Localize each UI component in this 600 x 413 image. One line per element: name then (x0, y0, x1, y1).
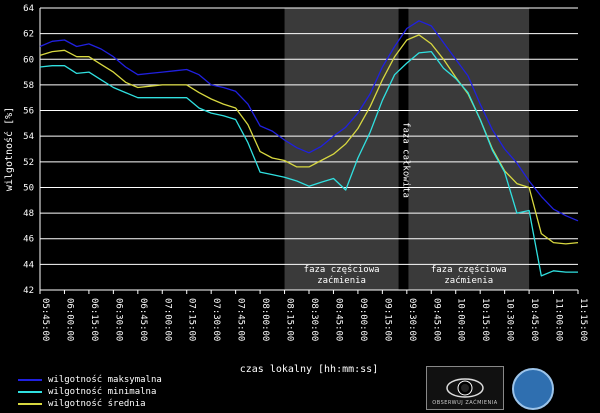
y-tick-label: 56 (23, 107, 34, 117)
x-tick-label: 09:00:00 (358, 298, 368, 341)
y-axis-label: wilgotność [%] (3, 107, 15, 191)
x-tick-label: 08:00:00 (260, 298, 270, 341)
x-tick-label: 09:15:00 (382, 298, 392, 341)
observatory-logo: OBSERWUJ ZAĆMIENIA (426, 366, 504, 410)
series-line-2 (39, 50, 578, 277)
x-tick-label: 11:15:00 (578, 298, 588, 341)
legend-item-max: wilgotność maksymalna (18, 374, 162, 386)
x-tick-label: 06:45:00 (138, 298, 148, 341)
x-tick-label: 10:00:00 (456, 298, 466, 341)
y-tick-label: 48 (23, 209, 34, 219)
shaded-region-partial2 (408, 8, 530, 290)
x-tick-label: 08:45:00 (333, 298, 343, 341)
annotation-partial2: zaćmienia (444, 275, 493, 286)
x-tick-label: 10:30:00 (505, 298, 515, 341)
x-tick-label: 06:15:00 (89, 298, 99, 341)
x-tick-label: 07:30:00 (211, 298, 221, 341)
y-tick-label: 50 (23, 183, 34, 193)
legend-item-avg: wilgotność średnia (18, 398, 162, 410)
annotation-partial1: faza częściowa (304, 264, 380, 275)
eclipse-eye-icon (446, 378, 484, 398)
annotation-partial2: faza częściowa (431, 264, 507, 275)
legend: wilgotność maksymalna wilgotność minimal… (18, 374, 162, 410)
x-tick-label: 06:30:00 (113, 298, 123, 341)
legend-label-min: wilgotność minimalna (48, 387, 157, 397)
y-tick-label: 60 (23, 55, 34, 65)
legend-label-max: wilgotność maksymalna (48, 375, 162, 385)
annotation-partial1: zaćmienia (317, 275, 366, 286)
x-tick-label: 10:45:00 (529, 298, 539, 341)
x-tick-label: 08:30:00 (309, 298, 319, 341)
shaded-region-partial1 (284, 8, 399, 290)
legend-swatch-min (18, 391, 42, 393)
y-tick-label: 46 (23, 235, 34, 245)
observatory-logo-text: OBSERWUJ ZAĆMIENIA (432, 400, 498, 406)
shaded-region-total (398, 8, 409, 290)
x-tick-label: 09:45:00 (431, 298, 441, 341)
y-tick-label: 54 (23, 132, 34, 142)
legend-swatch-max (18, 379, 42, 381)
x-tick-label: 07:15:00 (187, 298, 197, 341)
x-tick-label: 05:45:00 (40, 298, 50, 341)
annotation-total: faza całkowita (401, 122, 411, 198)
y-tick-label: 58 (23, 81, 34, 91)
y-tick-label: 62 (23, 30, 34, 40)
x-tick-label: 08:15:00 (285, 298, 295, 341)
legend-label-avg: wilgotność średnia (48, 399, 146, 409)
x-tick-label: 09:30:00 (407, 298, 417, 341)
institute-logo-icon (512, 368, 554, 410)
x-tick-label: 07:00:00 (162, 298, 172, 341)
x-tick-label: 07:45:00 (236, 298, 246, 341)
x-tick-label: 11:00:00 (554, 298, 564, 341)
x-axis-label: czas lokalny [hh:mm:ss] (240, 364, 378, 375)
legend-swatch-avg (18, 403, 42, 405)
y-tick-label: 64 (23, 4, 34, 14)
y-tick-label: 44 (23, 260, 34, 270)
x-tick-label: 06:00:00 (64, 298, 74, 341)
legend-item-min: wilgotność minimalna (18, 386, 162, 398)
y-tick-label: 52 (23, 158, 34, 168)
series-line-0 (39, 20, 579, 222)
y-tick-label: 42 (23, 286, 34, 296)
x-tick-label: 10:15:00 (480, 298, 490, 341)
